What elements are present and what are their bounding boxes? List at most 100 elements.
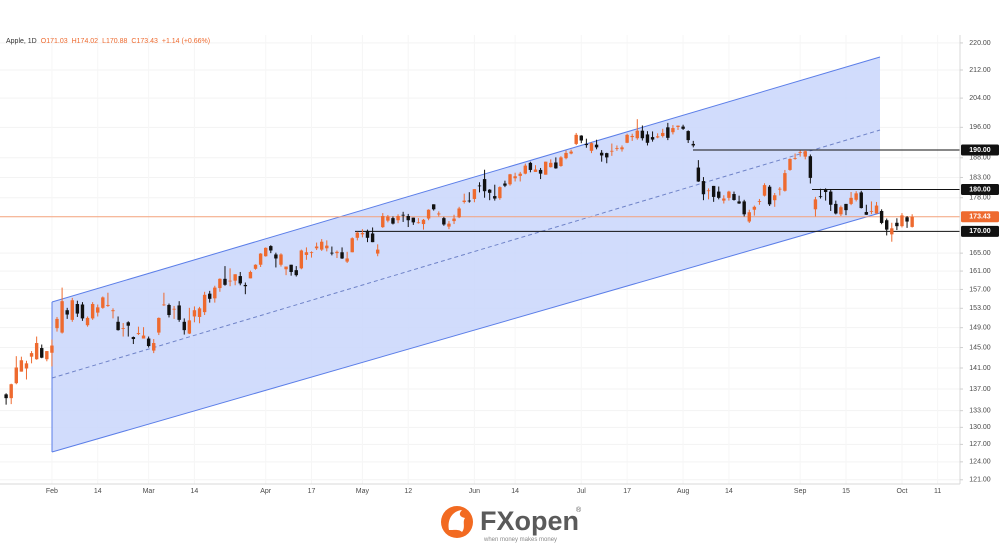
candle-body (829, 191, 833, 205)
candle-body (233, 274, 237, 281)
candle-body (197, 308, 202, 317)
candle-body (167, 304, 171, 316)
axes: 220.00 212.00 204.00 196.00 188.00 183.00 178.… (46, 40, 999, 495)
x-tick-label: Sep (794, 488, 807, 495)
candle-body (370, 233, 375, 243)
level-label: 170.00 (969, 228, 991, 235)
x-tick-label: Feb (46, 488, 58, 495)
candle-body (859, 192, 863, 209)
level-tag (961, 144, 999, 156)
candle-body (70, 300, 74, 320)
candle-body (426, 209, 431, 219)
candle-body (269, 246, 273, 251)
candle-body (599, 152, 604, 156)
level-tag (961, 184, 999, 196)
y-tick-label: 153.00 (969, 305, 991, 312)
candle-body (671, 128, 675, 133)
candle-body (722, 198, 726, 201)
candle-body (879, 210, 884, 223)
candle-body (60, 301, 64, 333)
candle-body (584, 143, 589, 146)
candle-body (630, 135, 634, 138)
candle-body (24, 363, 29, 369)
candle-body (732, 194, 736, 200)
candle-body (895, 222, 899, 227)
candle-body (401, 214, 405, 216)
candle-body (462, 200, 466, 203)
level-label: 190.00 (969, 147, 991, 154)
x-tick-label: 17 (308, 488, 316, 495)
candle-body (457, 208, 461, 218)
low: L170.88 (102, 38, 127, 45)
candle-body (472, 189, 477, 199)
x-tick-label: 15 (842, 488, 850, 495)
candle-body (172, 308, 176, 310)
candle-body (126, 322, 130, 326)
logo-swirl (448, 510, 465, 532)
candle-body (248, 271, 253, 279)
x-tick-label: May (356, 488, 370, 495)
candle-body (569, 151, 573, 154)
close: C173.43 (131, 38, 158, 45)
candle-body (717, 191, 721, 198)
candle-body (635, 130, 639, 139)
candle-body (498, 187, 502, 199)
candle-body (279, 254, 283, 265)
candle-body (75, 304, 80, 314)
y-tick-label: 133.00 (969, 408, 991, 415)
candle-body (325, 245, 329, 249)
y-tick-label: 127.00 (969, 441, 991, 448)
x-tick-label: Aug (677, 488, 690, 495)
candle-body (727, 191, 731, 198)
candle-body (34, 343, 39, 360)
y-tick-label: 161.00 (969, 268, 991, 275)
y-tick-label: 141.00 (969, 365, 991, 372)
candle-body (564, 152, 568, 159)
candle-body (131, 337, 136, 340)
candle-body (620, 147, 624, 150)
candle-body (839, 207, 843, 215)
candle-body (421, 219, 426, 225)
candle-body (467, 200, 472, 202)
x-tick-label: 12 (404, 488, 412, 495)
candle-body (778, 188, 782, 190)
candle-body (808, 156, 813, 178)
candle-body (518, 173, 522, 176)
candle-body (406, 216, 410, 221)
candle-body (19, 360, 24, 372)
candle-body (691, 143, 695, 146)
candle-body (45, 351, 49, 360)
levels (0, 149, 960, 232)
candle-body (543, 161, 548, 175)
candle-body (610, 150, 614, 152)
candle-body (381, 216, 385, 228)
high: H174.02 (72, 38, 99, 45)
x-tick-label: 14 (511, 488, 519, 495)
candle-body (823, 189, 828, 192)
open: O171.03 (41, 38, 68, 45)
candle-body (253, 264, 258, 269)
x-tick-label: Oct (897, 488, 908, 495)
x-tick-label: 14 (94, 488, 102, 495)
candle-body (162, 304, 166, 306)
candle-body (513, 176, 517, 179)
candle-body (813, 199, 818, 210)
candle-body (360, 233, 365, 235)
candle-body (574, 134, 578, 144)
y-tick-label: 212.00 (969, 67, 991, 74)
candle-body (711, 185, 716, 197)
candle-body (747, 212, 751, 222)
candle-body (223, 278, 227, 285)
candle-body (523, 165, 528, 174)
candle-body (844, 203, 848, 211)
candle-body (228, 280, 232, 282)
candle-body (101, 297, 105, 308)
candle-body (116, 321, 120, 331)
candle-body (309, 252, 314, 254)
candle-body (676, 125, 680, 127)
candles (4, 119, 914, 405)
brand-mark: ® (576, 506, 582, 514)
candle-body (55, 318, 59, 329)
last-price-tag (961, 211, 999, 223)
candle-body (737, 201, 741, 204)
